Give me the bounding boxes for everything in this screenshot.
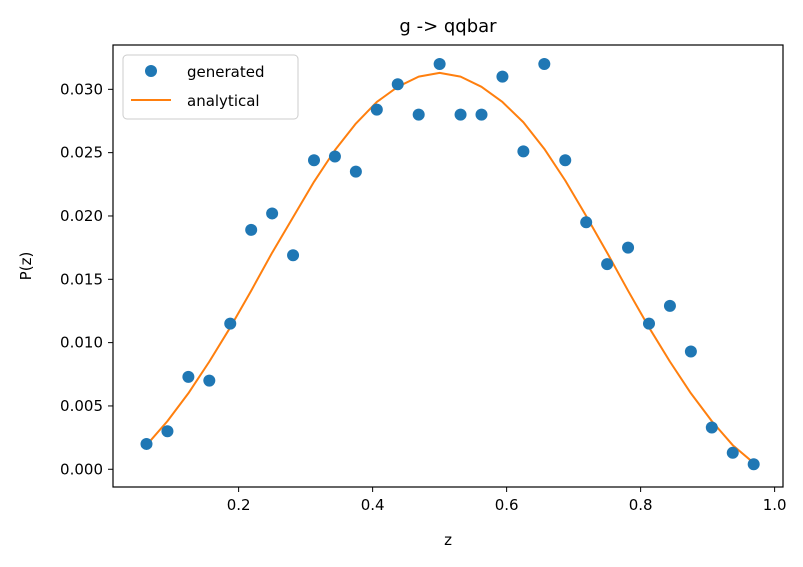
data-point-generated bbox=[601, 258, 614, 271]
legend-marker-generated bbox=[145, 65, 157, 77]
y-axis-label: P(z) bbox=[17, 252, 35, 281]
x-tick-label: 0.4 bbox=[361, 496, 385, 514]
data-point-generated bbox=[349, 165, 362, 178]
data-point-generated bbox=[182, 370, 195, 383]
legend: generated analytical bbox=[122, 54, 299, 120]
legend-box bbox=[122, 54, 299, 120]
data-point-generated bbox=[643, 317, 655, 330]
axes-frame bbox=[112, 44, 784, 488]
y-axis: 0.000 0.005 0.010 0.015 0.020 0.025 0.030 bbox=[60, 80, 113, 478]
data-point-generated bbox=[726, 446, 739, 459]
data-point-generated bbox=[433, 58, 446, 70]
series-line-analytical bbox=[145, 71, 755, 464]
data-point-generated bbox=[496, 70, 509, 83]
data-point-generated bbox=[224, 317, 237, 330]
data-point-generated bbox=[245, 223, 258, 236]
data-point-generated bbox=[203, 374, 216, 387]
x-axis: 0.2 0.4 0.6 0.8 1.0 bbox=[227, 487, 787, 514]
chart-title: g -> qqbar bbox=[399, 16, 497, 37]
y-tick-label: 0.005 bbox=[60, 397, 103, 415]
data-point-generated bbox=[328, 150, 341, 163]
data-point-generated bbox=[684, 345, 697, 358]
data-point-generated bbox=[370, 103, 383, 116]
data-point-generated bbox=[747, 458, 760, 471]
data-point-generated bbox=[475, 108, 488, 121]
data-point-generated bbox=[517, 145, 530, 158]
data-point-generated bbox=[266, 207, 279, 220]
y-tick-label: 0.010 bbox=[60, 334, 103, 352]
legend-label-generated: generated bbox=[187, 63, 264, 81]
data-point-generated bbox=[287, 249, 300, 262]
y-tick-label: 0.000 bbox=[60, 460, 103, 478]
x-tick-label: 1.0 bbox=[763, 496, 787, 514]
x-axis-label: z bbox=[444, 531, 452, 549]
legend-label-analytical: analytical bbox=[187, 92, 260, 110]
y-tick-label: 0.015 bbox=[60, 270, 103, 288]
data-point-generated bbox=[140, 437, 153, 450]
x-tick-label: 0.6 bbox=[495, 496, 519, 514]
y-tick-label: 0.025 bbox=[60, 144, 103, 162]
plot-area bbox=[140, 58, 760, 471]
x-tick-label: 0.2 bbox=[227, 496, 251, 514]
data-point-generated bbox=[391, 78, 404, 91]
x-tick-label: 0.8 bbox=[629, 496, 653, 514]
data-point-generated bbox=[580, 216, 593, 229]
y-tick-label: 0.030 bbox=[60, 80, 103, 98]
data-point-generated bbox=[559, 154, 572, 167]
data-point-generated bbox=[308, 154, 320, 167]
data-point-generated bbox=[622, 241, 635, 254]
data-point-generated bbox=[161, 425, 174, 438]
data-point-generated bbox=[538, 58, 551, 70]
data-point-generated bbox=[454, 108, 467, 121]
data-point-generated bbox=[412, 108, 425, 121]
data-point-generated bbox=[705, 421, 718, 434]
y-tick-label: 0.020 bbox=[60, 207, 103, 225]
data-point-generated bbox=[663, 299, 676, 312]
